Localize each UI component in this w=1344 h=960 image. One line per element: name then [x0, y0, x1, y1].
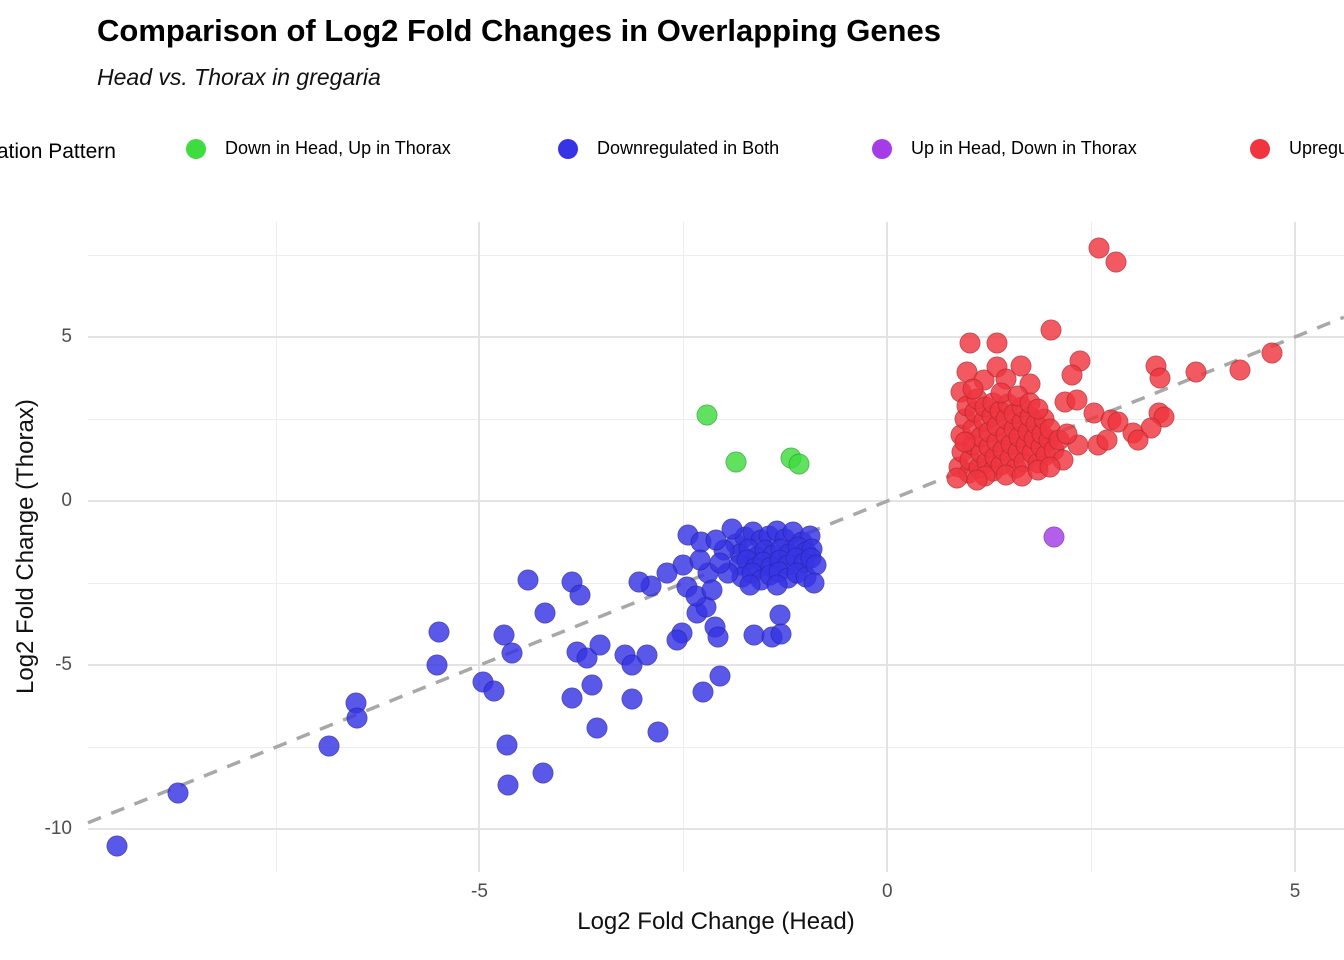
data-point	[1096, 429, 1118, 451]
chart-subtitle: Head vs. Thorax in gregaria	[97, 64, 381, 90]
y-tick-label: 0	[61, 490, 72, 512]
legend-item: Down in Head, Up in Thorax	[186, 138, 451, 159]
data-point	[739, 574, 761, 596]
gridline-major	[478, 222, 481, 872]
data-point	[589, 634, 611, 656]
data-point	[666, 629, 688, 651]
data-point	[532, 762, 554, 784]
gridline-major	[88, 500, 1344, 503]
gridline-major	[88, 828, 1344, 831]
data-point	[428, 621, 450, 643]
x-tick-label: 0	[881, 881, 893, 902]
y-tick-label: 5	[61, 325, 72, 347]
data-point	[766, 574, 788, 596]
data-point	[318, 735, 340, 757]
gridline-major	[886, 222, 889, 872]
data-point	[962, 378, 984, 400]
legend-item: Up in Head, Down in Thorax	[872, 138, 1137, 159]
gridline-minor	[88, 747, 1344, 749]
data-point	[517, 569, 539, 591]
data-point	[106, 835, 128, 857]
data-point	[946, 467, 968, 489]
data-point	[689, 549, 711, 571]
data-point	[346, 707, 368, 729]
data-point	[1088, 237, 1109, 259]
data-point	[709, 665, 731, 687]
data-point	[954, 431, 976, 453]
data-point	[692, 681, 714, 703]
gridline-major	[88, 664, 1344, 667]
data-point	[959, 332, 981, 354]
gridline-minor	[683, 222, 685, 872]
x-tick-label: -5	[471, 881, 488, 902]
data-point	[483, 680, 505, 702]
legend-item: Upregulated in Both	[1250, 138, 1344, 159]
data-point	[788, 453, 810, 475]
x-axis-title: Log2 Fold Change (Head)	[577, 908, 855, 935]
gridline-major	[88, 335, 1344, 338]
data-point	[636, 644, 658, 666]
legend-item-label: Down in Head, Up in Thorax	[225, 138, 451, 158]
data-point	[586, 717, 608, 739]
gridline-minor	[1091, 222, 1093, 872]
data-point	[725, 451, 747, 473]
data-point	[701, 579, 723, 601]
chart-title: Comparison of Log2 Fold Changes in Overl…	[97, 13, 941, 48]
data-point	[1185, 361, 1207, 383]
data-point	[656, 562, 678, 584]
plot-panel: 5 0 -5 -10 -5 0 5	[45, 222, 1344, 902]
data-point	[1066, 389, 1088, 411]
data-point	[1261, 342, 1283, 364]
data-point	[1149, 367, 1171, 389]
data-point	[501, 642, 523, 664]
y-tick-label: -5	[55, 654, 72, 676]
legend-item-label: Upregulated in Both	[1289, 138, 1344, 158]
data-point	[647, 721, 669, 743]
data-point	[770, 623, 792, 645]
data-point	[1027, 398, 1049, 420]
data-point	[1127, 429, 1149, 451]
data-point	[569, 584, 591, 606]
data-point	[803, 572, 825, 594]
legend-dot-icon	[186, 138, 206, 159]
legend-title: Regulation Pattern	[0, 140, 116, 163]
data-point	[1056, 423, 1078, 445]
data-point	[497, 774, 519, 796]
gridline-major	[1294, 222, 1297, 872]
data-point	[167, 782, 189, 804]
y-tick-label: -10	[44, 818, 72, 840]
legend: Regulation Pattern Down in Head, Up in T…	[0, 134, 1344, 172]
data-point	[707, 626, 729, 648]
data-point	[986, 332, 1008, 354]
data-point	[709, 552, 731, 574]
legend-item-label: Up in Head, Down in Thorax	[911, 138, 1137, 158]
data-point	[1229, 359, 1251, 381]
data-point	[1061, 364, 1083, 386]
gridline-minor	[275, 222, 277, 872]
data-point	[621, 688, 643, 710]
legend-dot-icon	[872, 138, 892, 159]
legend-dot-icon	[1250, 138, 1270, 159]
data-point	[705, 529, 727, 551]
data-point	[628, 571, 650, 593]
legend-item-label: Downregulated in Both	[597, 138, 780, 158]
legend-dot-icon	[558, 138, 578, 159]
gridline-minor	[88, 254, 1344, 256]
data-point	[581, 674, 603, 696]
x-tick-label: 5	[1289, 881, 1301, 902]
legend-item: Downregulated in Both	[558, 138, 779, 159]
data-point	[1105, 251, 1127, 273]
data-point	[1039, 456, 1061, 478]
data-point	[426, 654, 448, 676]
data-point	[534, 602, 556, 624]
data-point	[496, 734, 518, 756]
data-point	[561, 687, 583, 709]
data-point	[1040, 319, 1062, 341]
data-point	[721, 518, 743, 540]
data-point	[966, 469, 988, 491]
data-point	[696, 404, 718, 426]
y-axis-title: Log2 Fold Change (Thorax)	[12, 399, 39, 695]
data-point	[1043, 526, 1065, 548]
